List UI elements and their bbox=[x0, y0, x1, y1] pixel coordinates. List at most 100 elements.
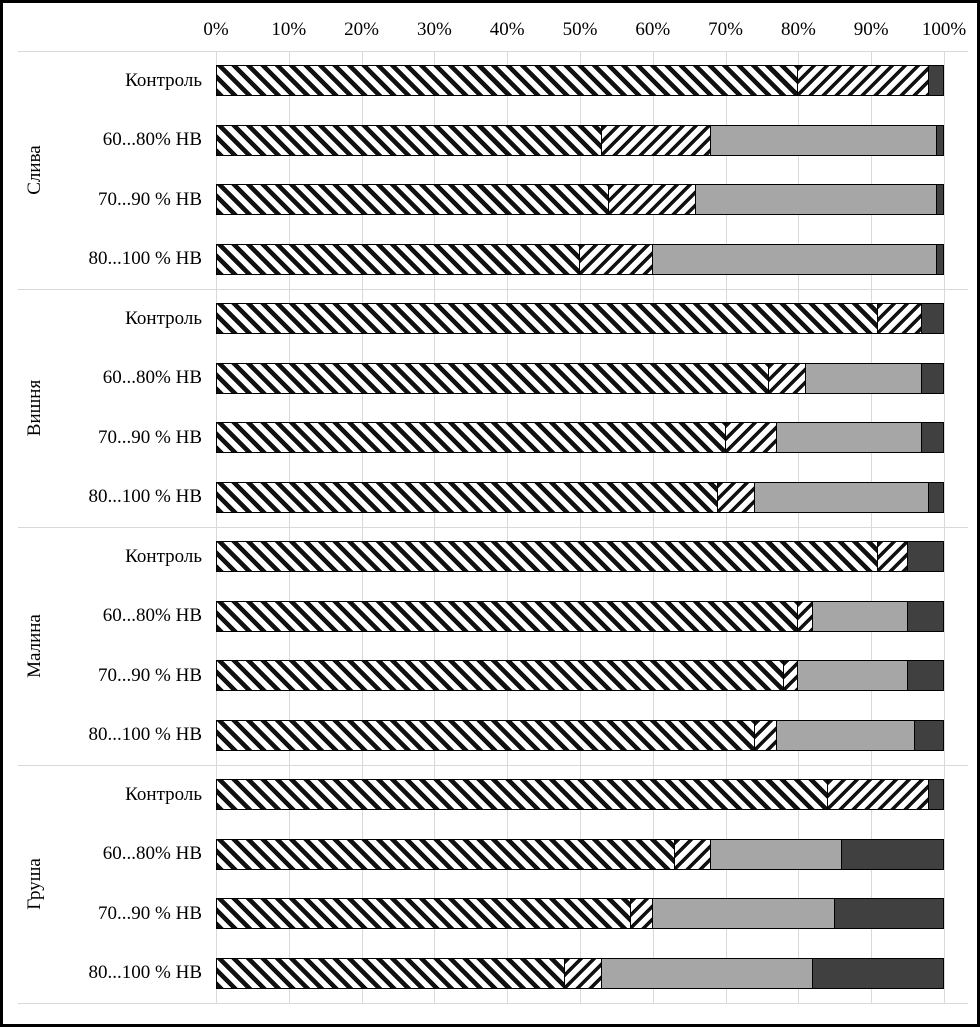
bar-segment-hatch-forwardslash bbox=[580, 243, 653, 275]
bar-segment-solid-light-gray bbox=[812, 600, 908, 632]
stacked-bar bbox=[216, 124, 944, 156]
stacked-bar bbox=[216, 898, 944, 930]
row-label: Контроль bbox=[125, 783, 202, 805]
stacked-bar bbox=[216, 779, 944, 811]
stacked-bar bbox=[216, 660, 944, 692]
bar-segment-solid-light-gray bbox=[776, 719, 915, 751]
group-separator-line bbox=[18, 527, 968, 528]
bar-segment-solid-dark-gray bbox=[936, 124, 944, 156]
bar-segment-solid-light-gray bbox=[754, 481, 930, 513]
bar-segment-hatch-backslash bbox=[216, 65, 799, 97]
bar-segment-hatch-forwardslash bbox=[827, 779, 930, 811]
x-axis-tick-label: 10% bbox=[271, 19, 307, 40]
bar-segment-solid-dark-gray bbox=[914, 719, 944, 751]
row-label: 80...100 % НВ bbox=[88, 962, 202, 984]
x-axis-tick-label: 80% bbox=[780, 19, 816, 40]
bar-segment-solid-dark-gray bbox=[929, 481, 944, 513]
bar-segment-solid-dark-gray bbox=[929, 779, 944, 811]
bar-segment-hatch-forwardslash bbox=[798, 65, 930, 97]
bar-segment-hatch-forwardslash bbox=[783, 660, 799, 692]
bar-segment-solid-dark-gray bbox=[936, 184, 944, 216]
row-label: Контроль bbox=[125, 545, 202, 567]
bar-segment-hatch-forwardslash bbox=[798, 600, 813, 632]
x-axis-tick-label: 30% bbox=[416, 19, 452, 40]
stacked-bar bbox=[216, 719, 944, 751]
bar-segment-hatch-backslash bbox=[216, 779, 828, 811]
bar-segment-hatch-backslash bbox=[216, 660, 784, 692]
bar-segment-hatch-backslash bbox=[216, 362, 770, 394]
group-separator-line bbox=[18, 51, 968, 52]
bar-segment-solid-light-gray bbox=[652, 243, 937, 275]
bar-segment-hatch-backslash bbox=[216, 957, 566, 989]
bar-segment-hatch-backslash bbox=[216, 898, 631, 930]
bar-segment-solid-dark-gray bbox=[907, 541, 944, 573]
x-axis-tick-label: 50% bbox=[562, 19, 598, 40]
row-label: 60...80% НВ bbox=[102, 367, 202, 389]
bar-segment-solid-dark-gray bbox=[936, 243, 944, 275]
bar-segment-solid-dark-gray bbox=[922, 362, 944, 394]
bar-segment-hatch-backslash bbox=[216, 422, 726, 454]
x-axis-tick-label: 100% bbox=[921, 19, 967, 40]
bar-segment-hatch-forwardslash bbox=[878, 541, 908, 573]
stacked-bar bbox=[216, 838, 944, 870]
stacked-bar bbox=[216, 541, 944, 573]
group-separator-line bbox=[18, 765, 968, 766]
row-label: 60...80% НВ bbox=[102, 843, 202, 865]
stacked-bar bbox=[216, 65, 944, 97]
group-separator-line bbox=[18, 289, 968, 290]
row-label: Контроль bbox=[125, 69, 202, 91]
bar-segment-solid-light-gray bbox=[798, 660, 908, 692]
bar-segment-hatch-backslash bbox=[216, 541, 879, 573]
bar-segment-hatch-backslash bbox=[216, 838, 675, 870]
bar-segment-solid-dark-gray bbox=[922, 422, 944, 454]
stacked-bar bbox=[216, 600, 944, 632]
x-axis-tick-label: 0% bbox=[203, 19, 229, 40]
stacked-bar bbox=[216, 362, 944, 394]
x-axis-tick-label: 60% bbox=[635, 19, 671, 40]
stacked-bar bbox=[216, 184, 944, 216]
bar-segment-solid-light-gray bbox=[696, 184, 937, 216]
stacked-bar bbox=[216, 481, 944, 513]
row-label: 60...80% НВ bbox=[102, 129, 202, 151]
bar-segment-hatch-backslash bbox=[216, 719, 755, 751]
row-label: 70...90 % НВ bbox=[98, 426, 202, 448]
bar-segment-solid-light-gray bbox=[601, 957, 813, 989]
x-axis-tick-label: 40% bbox=[489, 19, 525, 40]
bar-segment-solid-dark-gray bbox=[907, 660, 944, 692]
bar-segment-hatch-forwardslash bbox=[718, 481, 755, 513]
stacked-bar bbox=[216, 957, 944, 989]
row-label: Контроль bbox=[125, 307, 202, 329]
bar-segment-solid-dark-gray bbox=[929, 65, 944, 97]
bar-segment-hatch-forwardslash bbox=[565, 957, 602, 989]
stacked-bar bbox=[216, 303, 944, 335]
bar-segment-hatch-forwardslash bbox=[754, 719, 777, 751]
bar-segment-solid-dark-gray bbox=[907, 600, 944, 632]
bar-segment-hatch-backslash bbox=[216, 184, 610, 216]
stacked-bar bbox=[216, 422, 944, 454]
bar-segment-hatch-backslash bbox=[216, 124, 602, 156]
bar-segment-solid-light-gray bbox=[711, 838, 843, 870]
bar-segment-hatch-forwardslash bbox=[609, 184, 697, 216]
bar-segment-hatch-forwardslash bbox=[725, 422, 777, 454]
group-label: Слива bbox=[24, 145, 45, 195]
row-label: 80...100 % НВ bbox=[88, 248, 202, 270]
x-axis-tick-label: 90% bbox=[853, 19, 889, 40]
bar-segment-solid-light-gray bbox=[805, 362, 923, 394]
bar-segment-hatch-backslash bbox=[216, 481, 719, 513]
stacked-bar bbox=[216, 243, 944, 275]
row-label: 70...90 % НВ bbox=[98, 188, 202, 210]
bar-segment-solid-dark-gray bbox=[812, 957, 944, 989]
bar-segment-solid-dark-gray bbox=[922, 303, 944, 335]
row-label: 80...100 % НВ bbox=[88, 486, 202, 508]
bar-segment-hatch-backslash bbox=[216, 600, 799, 632]
bar-segment-hatch-backslash bbox=[216, 303, 879, 335]
bar-segment-solid-dark-gray bbox=[834, 898, 944, 930]
bar-segment-solid-dark-gray bbox=[842, 838, 944, 870]
bar-segment-hatch-forwardslash bbox=[674, 838, 712, 870]
bar-segment-hatch-forwardslash bbox=[769, 362, 806, 394]
bar-segment-hatch-backslash bbox=[216, 243, 580, 275]
x-axis-tick-label: 70% bbox=[708, 19, 744, 40]
bar-segment-solid-light-gray bbox=[711, 124, 937, 156]
